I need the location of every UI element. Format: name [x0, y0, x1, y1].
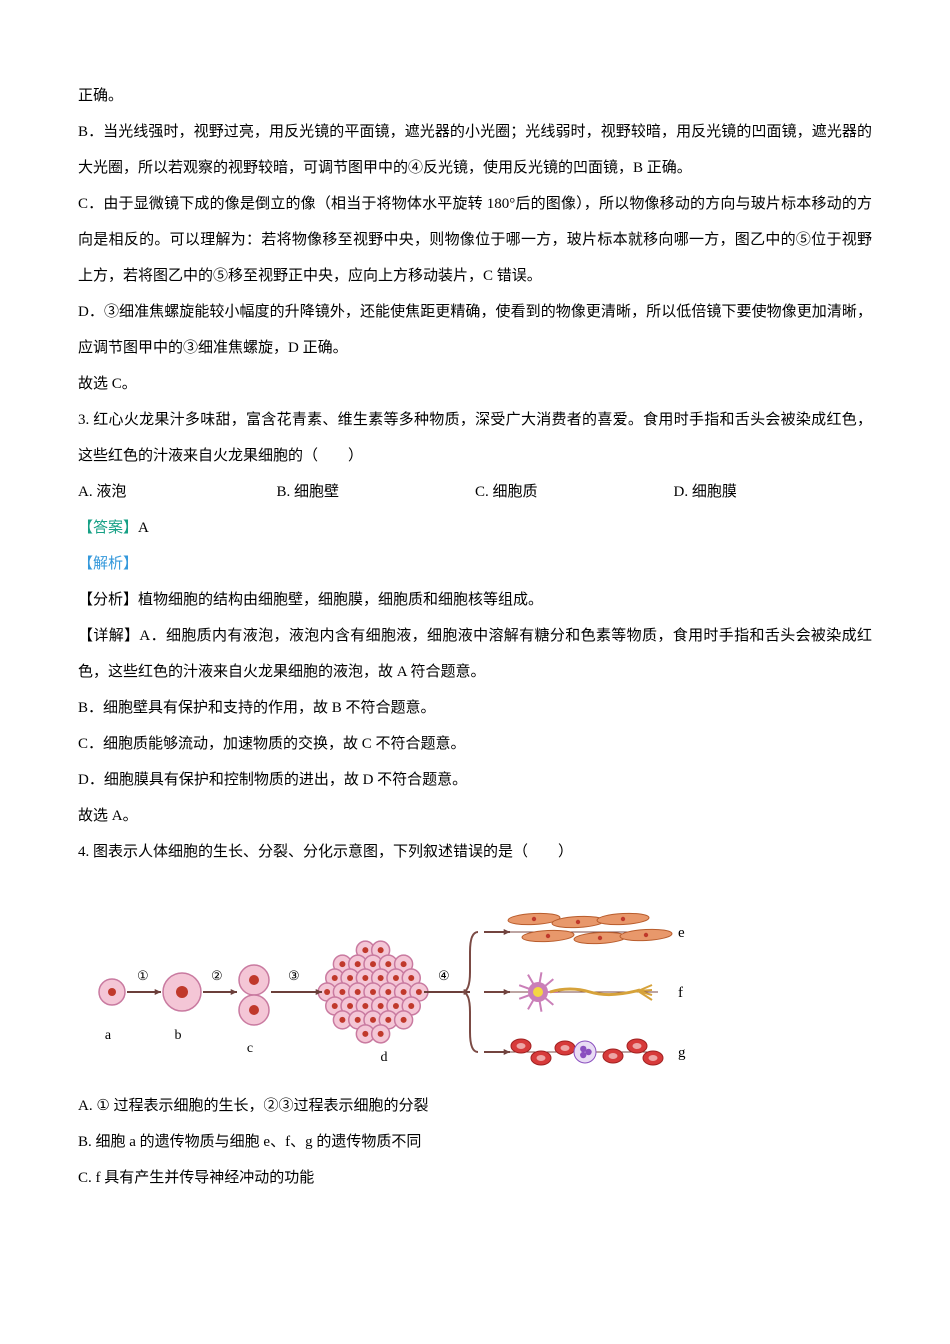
q3-pick: 故选 A。: [78, 798, 872, 834]
svg-text:②: ②: [211, 968, 223, 983]
svg-text:e: e: [678, 925, 685, 941]
svg-text:④: ④: [438, 968, 450, 983]
q3-options: A. 液泡 B. 细胞壁 C. 细胞质 D. 细胞膜: [78, 474, 872, 510]
q4-figure: a b c d ① ② ③ ④ e f g: [78, 884, 872, 1074]
q4-opt-b: B. 细胞 a 的遗传物质与细胞 e、f、g 的遗传物质不同: [78, 1124, 872, 1160]
svg-text:f: f: [678, 985, 683, 1001]
q3-det-a: 【详解】A．细胞质内有液泡，液泡内含有细胞液，细胞液中溶解有糖分和色素等物质，食…: [78, 618, 872, 690]
q3-opt-c: C. 细胞质: [475, 474, 674, 510]
svg-text:a: a: [105, 1028, 112, 1043]
q3-fenxi: 【分析】植物细胞的结构由细胞壁，细胞膜，细胞质和细胞核等组成。: [78, 582, 872, 618]
answer-value: A: [138, 520, 149, 536]
svg-text:d: d: [381, 1050, 388, 1065]
svg-text:③: ③: [288, 968, 300, 983]
svg-text:b: b: [175, 1028, 182, 1043]
prev-frag-4: D．③细准焦螺旋能较小幅度的升降镜外，还能使焦距更精确，使看到的物像更清晰，所以…: [78, 294, 872, 366]
svg-text:①: ①: [137, 968, 149, 983]
q4-stem: 4. 图表示人体细胞的生长、分裂、分化示意图，下列叙述错误的是（ ）: [78, 834, 872, 870]
q4-opt-c: C. f 具有产生并传导神经冲动的功能: [78, 1160, 872, 1196]
q3-det-c: C．细胞质能够流动，加速物质的交换，故 C 不符合题意。: [78, 726, 872, 762]
svg-text:g: g: [678, 1045, 686, 1061]
prev-frag-5: 故选 C。: [78, 366, 872, 402]
q3-opt-b: B. 细胞壁: [277, 474, 476, 510]
svg-text:c: c: [247, 1041, 253, 1056]
q3-analysis-label: 【解析】: [78, 546, 872, 582]
q3-det-d: D．细胞膜具有保护和控制物质的进出，故 D 不符合题意。: [78, 762, 872, 798]
prev-frag-1: 正确。: [78, 78, 872, 114]
prev-frag-3: C．由于显微镜下成的像是倒立的像（相当于将物体水平旋转 180°后的图像），所以…: [78, 186, 872, 294]
cell-diagram: a b c d ① ② ③ ④ e f g: [78, 884, 698, 1074]
answer-label: 【答案】: [78, 520, 138, 536]
q3-opt-d: D. 细胞膜: [674, 474, 873, 510]
q3-answer: 【答案】A: [78, 510, 872, 546]
q3-stem: 3. 红心火龙果汁多味甜，富含花青素、维生素等多种物质，深受广大消费者的喜爱。食…: [78, 402, 872, 474]
q3-det-b: B．细胞壁具有保护和支持的作用，故 B 不符合题意。: [78, 690, 872, 726]
prev-frag-2: B．当光线强时，视野过亮，用反光镜的平面镜，遮光器的小光圈；光线弱时，视野较暗，…: [78, 114, 872, 186]
q3-opt-a: A. 液泡: [78, 474, 277, 510]
q4-opt-a: A. ① 过程表示细胞的生长，②③过程表示细胞的分裂: [78, 1088, 872, 1124]
